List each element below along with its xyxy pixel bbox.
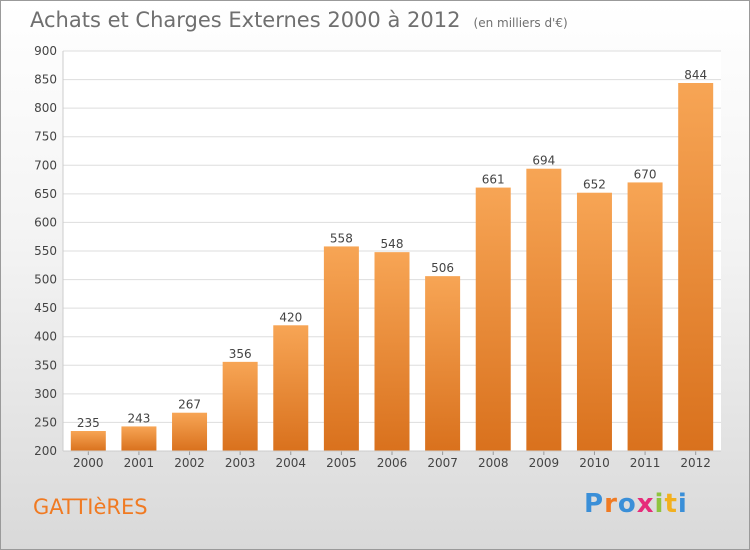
logo-letter: r xyxy=(604,489,618,519)
bar xyxy=(222,361,258,451)
y-tick-label: 850 xyxy=(34,73,57,87)
chart-unit: (en milliers d'€) xyxy=(473,16,568,30)
x-tick-label: 2008 xyxy=(478,456,509,470)
y-tick-label: 900 xyxy=(34,44,57,58)
x-tick-label: 2003 xyxy=(225,456,256,470)
bar xyxy=(273,325,309,451)
y-tick-label: 300 xyxy=(34,387,57,401)
bar-value-label: 558 xyxy=(330,231,353,245)
y-tick-label: 250 xyxy=(34,415,57,429)
bar-value-label: 356 xyxy=(229,347,252,361)
x-tick-label: 2001 xyxy=(124,456,155,470)
logo-letter: t xyxy=(664,489,678,519)
y-tick-label: 800 xyxy=(34,101,57,115)
logo-letter: x xyxy=(636,489,655,519)
y-tick-label: 650 xyxy=(34,187,57,201)
y-tick-label: 400 xyxy=(34,330,57,344)
bar-value-label: 694 xyxy=(532,154,555,168)
y-tick-label: 700 xyxy=(34,158,57,172)
x-tick-label: 2005 xyxy=(326,456,357,470)
x-tick-label: 2009 xyxy=(529,456,560,470)
bar xyxy=(374,252,410,451)
bar xyxy=(475,187,511,452)
bar xyxy=(576,192,612,451)
bar-value-label: 235 xyxy=(77,416,100,430)
y-tick-label: 450 xyxy=(34,301,57,315)
bar-value-label: 267 xyxy=(178,398,201,412)
bar-value-label: 652 xyxy=(583,178,606,192)
y-tick-label: 350 xyxy=(34,358,57,372)
y-tick-label: 600 xyxy=(34,215,57,229)
y-tick-label: 550 xyxy=(34,244,57,258)
x-tick-label: 2002 xyxy=(174,456,205,470)
bar-value-label: 506 xyxy=(431,261,454,275)
bar-value-label: 844 xyxy=(684,68,707,82)
y-tick-label: 200 xyxy=(34,444,57,458)
logo-letter: i xyxy=(654,489,665,519)
bar xyxy=(323,246,359,451)
y-tick-label: 750 xyxy=(34,130,57,144)
x-tick-label: 2010 xyxy=(579,456,610,470)
chart-title: Achats et Charges Externes 2000 à 2012 xyxy=(30,8,461,32)
bar-value-label: 420 xyxy=(279,310,302,324)
bar xyxy=(526,168,562,451)
x-tick-label: 2004 xyxy=(275,456,306,470)
y-tick-label: 500 xyxy=(34,273,57,287)
title-row: Achats et Charges Externes 2000 à 2012 (… xyxy=(30,8,568,32)
bar-value-label: 670 xyxy=(634,167,657,181)
x-tick-label: 2007 xyxy=(427,456,458,470)
logo-letter: i xyxy=(677,489,688,519)
bar-value-label: 661 xyxy=(482,173,505,187)
bar-value-label: 548 xyxy=(381,237,404,251)
x-tick-label: 2011 xyxy=(630,456,661,470)
x-tick-label: 2012 xyxy=(680,456,711,470)
commune-name: GATTIèRES xyxy=(33,495,148,519)
logo-letter: P xyxy=(584,489,605,519)
bar xyxy=(70,431,106,451)
bar xyxy=(678,83,714,451)
bar xyxy=(627,182,663,451)
x-tick-label: 2000 xyxy=(73,456,104,470)
bar-value-label: 243 xyxy=(127,411,150,425)
logo-letter: o xyxy=(617,489,637,519)
bar xyxy=(172,412,208,451)
bar xyxy=(121,426,157,451)
proxiti-logo: Proxiti xyxy=(584,489,688,519)
x-tick-label: 2006 xyxy=(377,456,408,470)
bar xyxy=(425,276,461,451)
